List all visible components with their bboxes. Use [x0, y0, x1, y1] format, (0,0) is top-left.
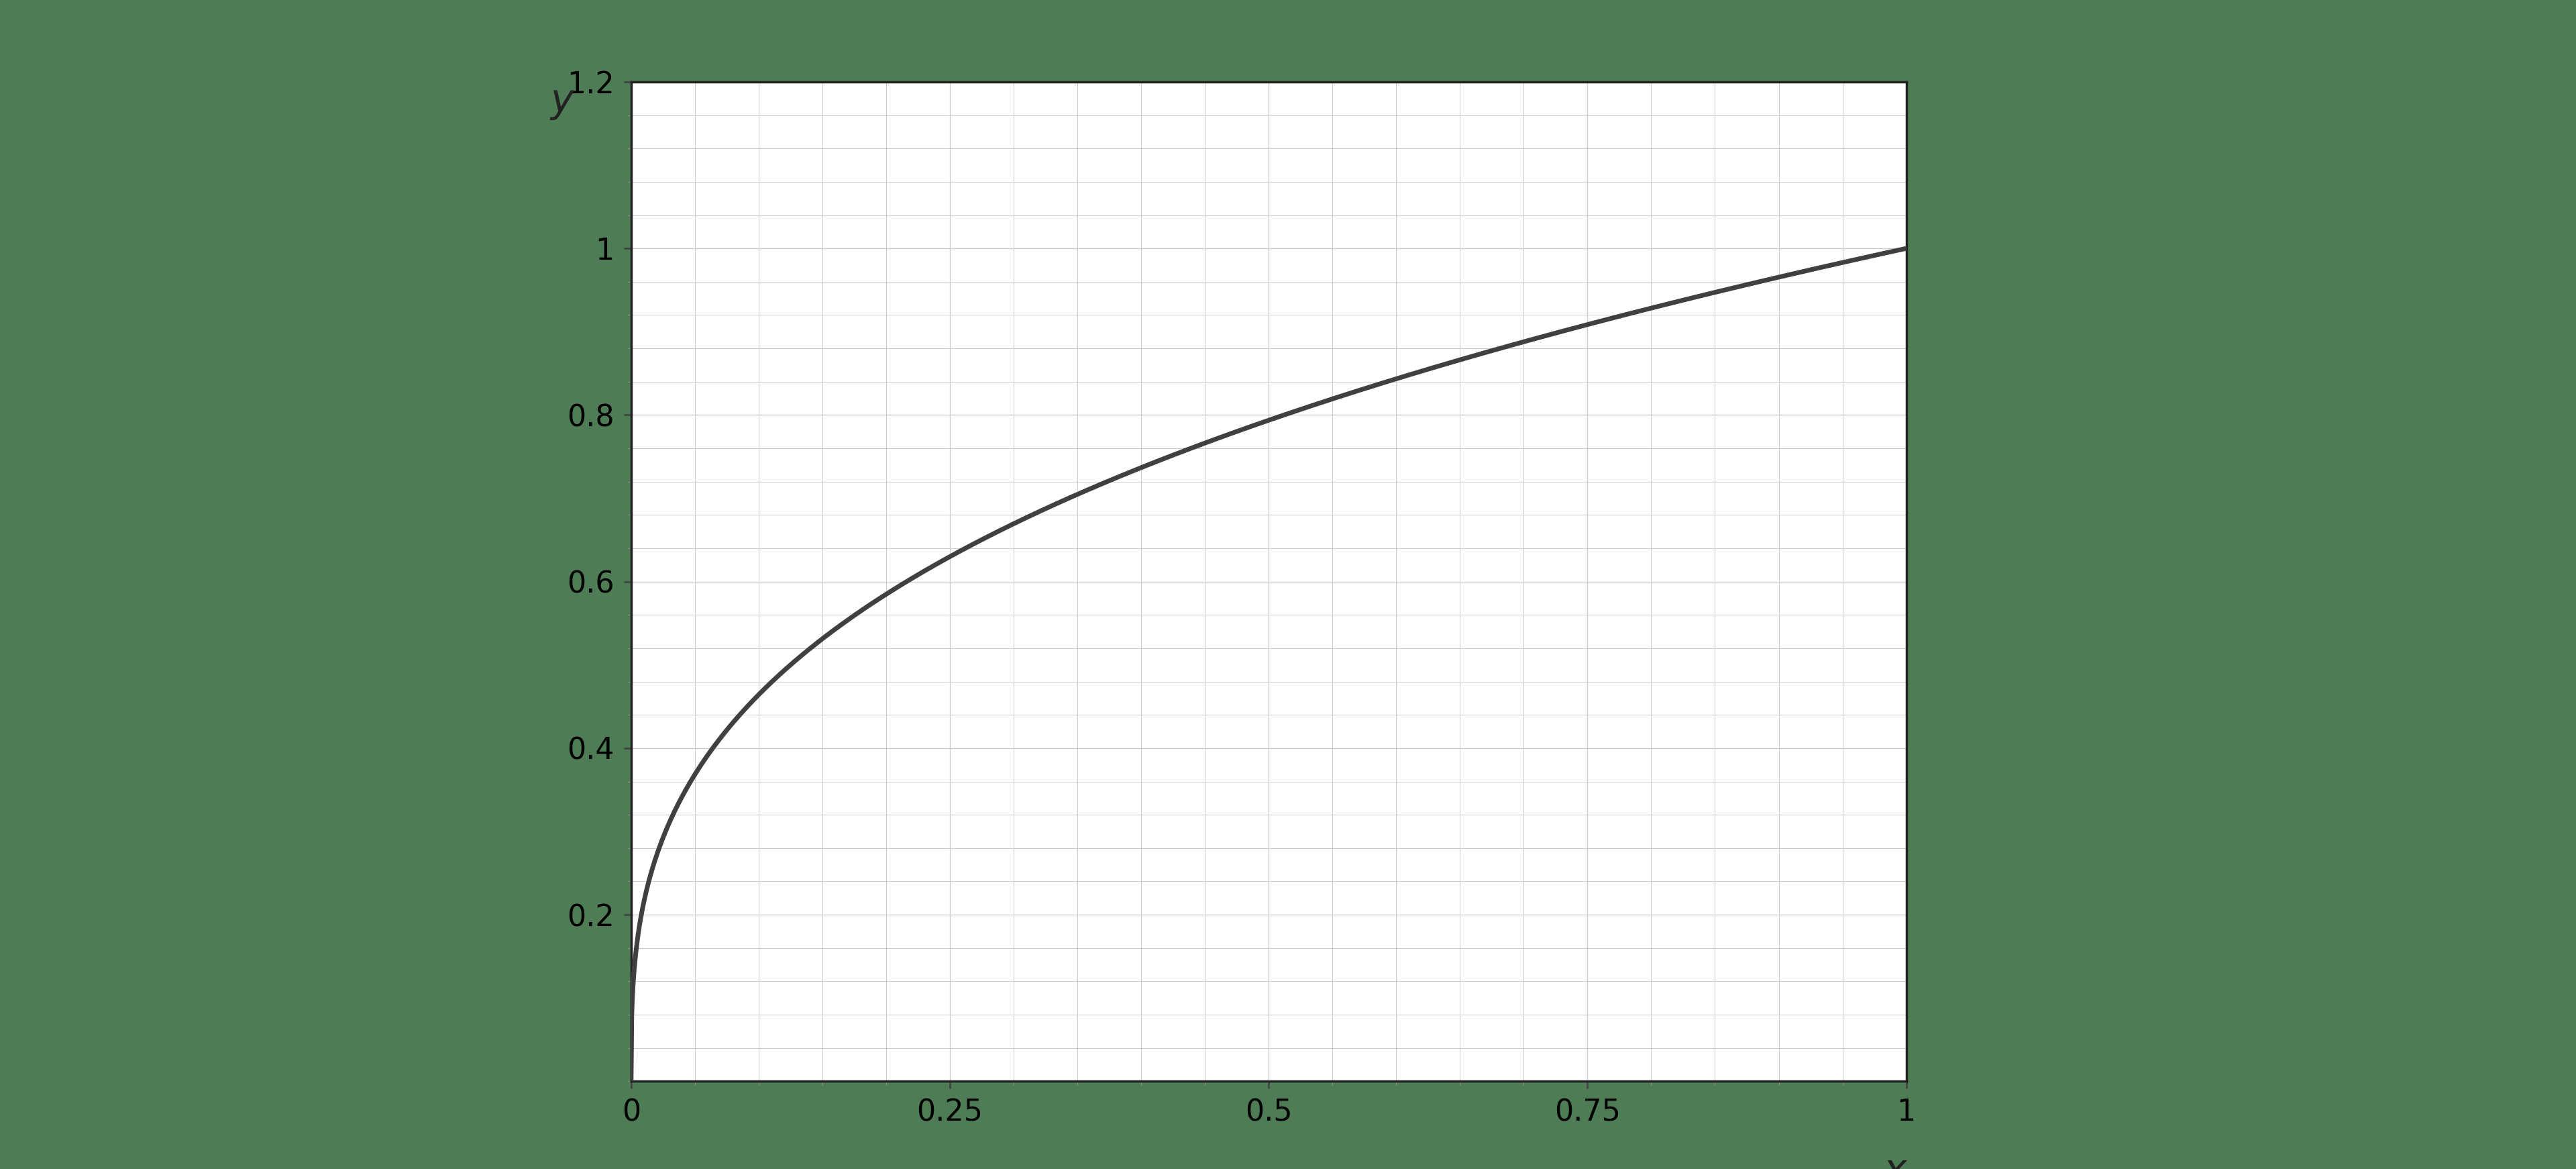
Text: x: x: [1883, 1151, 1906, 1169]
Text: y: y: [551, 82, 574, 120]
